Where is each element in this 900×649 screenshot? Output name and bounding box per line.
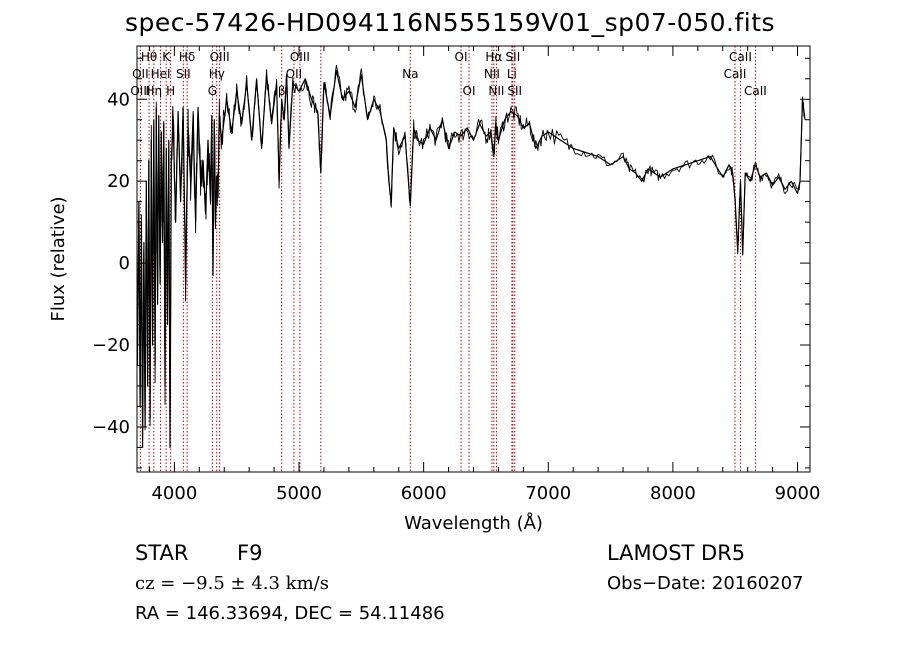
y-axis-label: Flux (relative) [48,196,69,321]
line-label: OII [286,67,303,81]
survey-name: LAMOST DR5 [607,541,746,565]
line-label: CaII [729,50,752,64]
line-label: OIII [210,50,230,64]
line-label: Li [507,67,517,81]
x-tick-label: 7000 [525,483,571,504]
spectral-line-markers [139,46,756,472]
line-label: SII [176,67,191,81]
line-label: OIII [130,84,150,98]
x-tick-label: 5000 [276,483,322,504]
line-label: Hα [485,50,502,64]
line-label: Hθ [141,50,157,64]
line-label: OII [132,67,149,81]
line-label: OI [455,50,468,64]
line-label: G [208,84,217,98]
line-label: SII [507,84,522,98]
y-tick-label: 0 [119,253,130,274]
line-label: K [162,50,171,64]
y-tick-label: 40 [107,89,130,110]
line-label: HeI [151,67,171,81]
x-axis-label: Wavelength (Å) [404,512,543,534]
line-label: NII [488,84,504,98]
line-label: SII [506,50,521,64]
x-tick-label: 4000 [151,483,197,504]
line-label: NII [484,67,500,81]
spectrum-plot [137,64,806,448]
line-label: Hδ [179,50,195,64]
y-tick-label: −40 [92,417,130,438]
line-label: H [166,84,175,98]
line-label: Hη [146,84,163,98]
plot-frame [136,45,811,473]
observation-date: Obs−Date: 20160207 [607,573,804,594]
spectrum-line [137,69,806,448]
plot-axes: 4000 5000 6000 7000 8000 9000 −40 −20 0 20 40 Wavel… [48,45,821,534]
redshift-velocity: cz = −9.5 ± 4.3 km/s [135,573,329,594]
line-label: Na [402,67,418,81]
spectrum-detail [137,64,806,433]
line-label: CaII [744,84,767,98]
y-tick-label: −20 [92,335,130,356]
line-label: Hγ [209,67,225,81]
line-label: CaII [724,67,747,81]
coordinates: RA = 146.33694, DEC = 54.11486 [135,603,445,624]
y-tick-label: 20 [107,171,130,192]
object-class: STAR [135,541,189,565]
line-label: β [278,84,286,98]
line-label: OIII [290,50,310,64]
chart-title: spec-57426-HD094116N555159V01_sp07-050.f… [124,8,776,37]
object-subclass: F9 [237,541,263,565]
x-tick-label: 9000 [775,483,821,504]
x-tick-label: 8000 [650,483,696,504]
x-tick-label: 6000 [401,483,447,504]
line-label: OI [463,84,476,98]
